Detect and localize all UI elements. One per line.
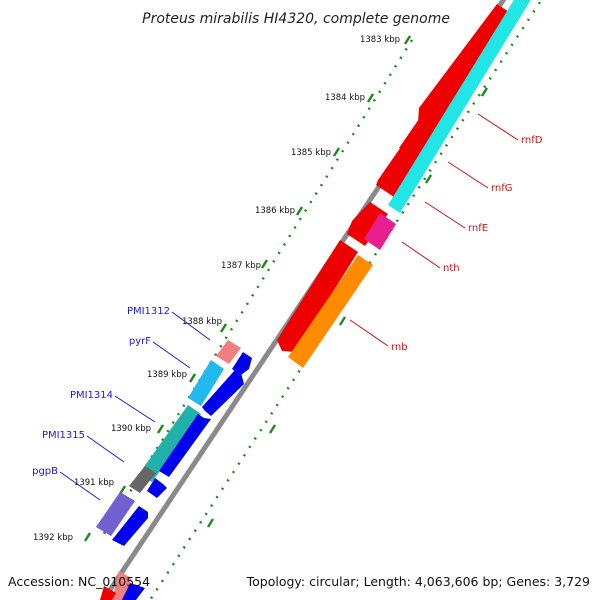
forward-cds-track (96, 340, 252, 600)
cds-reverse (288, 255, 373, 368)
gene-label-pyrF: pyrF (129, 336, 151, 347)
cds-forward (159, 414, 211, 477)
scale-label-1391: 1391 kbp (74, 478, 114, 488)
cds-reverse (376, 131, 430, 197)
gene-label-PMI1312: PMI1312 (127, 306, 170, 317)
scale-label-1389: 1389 kbp (147, 370, 187, 380)
label-leaders (59, 113, 519, 501)
cds-forward (100, 586, 116, 600)
scale-tick (268, 424, 277, 434)
cds-reverse (364, 213, 396, 250)
gene-label-nth: nth (443, 263, 460, 274)
scale-label-1383: 1383 kbp (360, 35, 400, 45)
cds-reverse (277, 240, 358, 352)
gene-label-PMI1315: PMI1315 (42, 430, 85, 441)
leader-pyrF (152, 341, 191, 369)
gene-label-rnfE: rnfE (468, 223, 488, 234)
cds-forward (147, 478, 167, 498)
scale-label-1385: 1385 kbp (291, 148, 331, 158)
leader-rnb (349, 319, 389, 347)
scale-track-inner (148, 0, 543, 600)
scale-tick (332, 147, 341, 157)
scale-label-1388: 1388 kbp (182, 317, 222, 327)
scale-tick (83, 532, 92, 542)
leader-rnfE (424, 201, 466, 229)
scale-label-1390: 1390 kbp (111, 424, 151, 434)
gene-label-rnfD: rnfD (521, 135, 543, 146)
scale-tick (366, 93, 375, 103)
cds-forward (232, 352, 252, 375)
leader-PMI1312 (171, 311, 211, 341)
leader-rnfG (447, 161, 489, 189)
scale-tick (260, 259, 269, 269)
cds-forward (96, 492, 135, 536)
scale-tick (480, 87, 489, 97)
scale-label-1384: 1384 kbp (325, 93, 365, 103)
cds-forward (188, 360, 224, 406)
map-title: Proteus mirabilis HI4320, complete genom… (142, 11, 450, 27)
scale-tick (338, 316, 347, 326)
topology-label: Topology: circular; Length: 4,063,606 bp… (246, 574, 590, 589)
cds-reverse (347, 202, 388, 246)
leader-pgpB (59, 471, 101, 501)
gene-label-rnb: rnb (391, 342, 408, 353)
cds-forward (139, 405, 201, 482)
scale-tick (188, 373, 197, 383)
scale-tick (424, 174, 433, 184)
leader-PMI1315 (86, 435, 125, 463)
leader-PMI1314 (114, 395, 156, 423)
gene-label-PMI1314: PMI1314 (70, 390, 113, 401)
cds-forward (122, 583, 145, 600)
gene-label-pgpB: pgpB (32, 466, 58, 477)
leader-rnfD (477, 113, 519, 141)
scale-tick (403, 35, 412, 45)
scale-label-1387: 1387 kbp (221, 261, 261, 271)
scale-tick (206, 518, 215, 528)
gene-label-rnfG: rnfG (491, 183, 513, 194)
scale-tick (295, 206, 304, 216)
accession-label: Accession: NC_010554 (8, 574, 150, 589)
cds-forward (202, 370, 244, 416)
cds-reverse (388, 0, 531, 213)
scale-ticks (83, 35, 489, 542)
leader-nth (401, 241, 441, 269)
cds-forward (129, 466, 156, 493)
cds-forward (216, 340, 241, 364)
reverse-cds-track-inner (288, 0, 531, 368)
scale-tick (156, 424, 165, 434)
cds-forward (112, 506, 148, 546)
scale-tick (219, 323, 228, 333)
scale-label-1392: 1392 kbp (33, 533, 73, 543)
scale-label-1386: 1386 kbp (255, 206, 295, 216)
